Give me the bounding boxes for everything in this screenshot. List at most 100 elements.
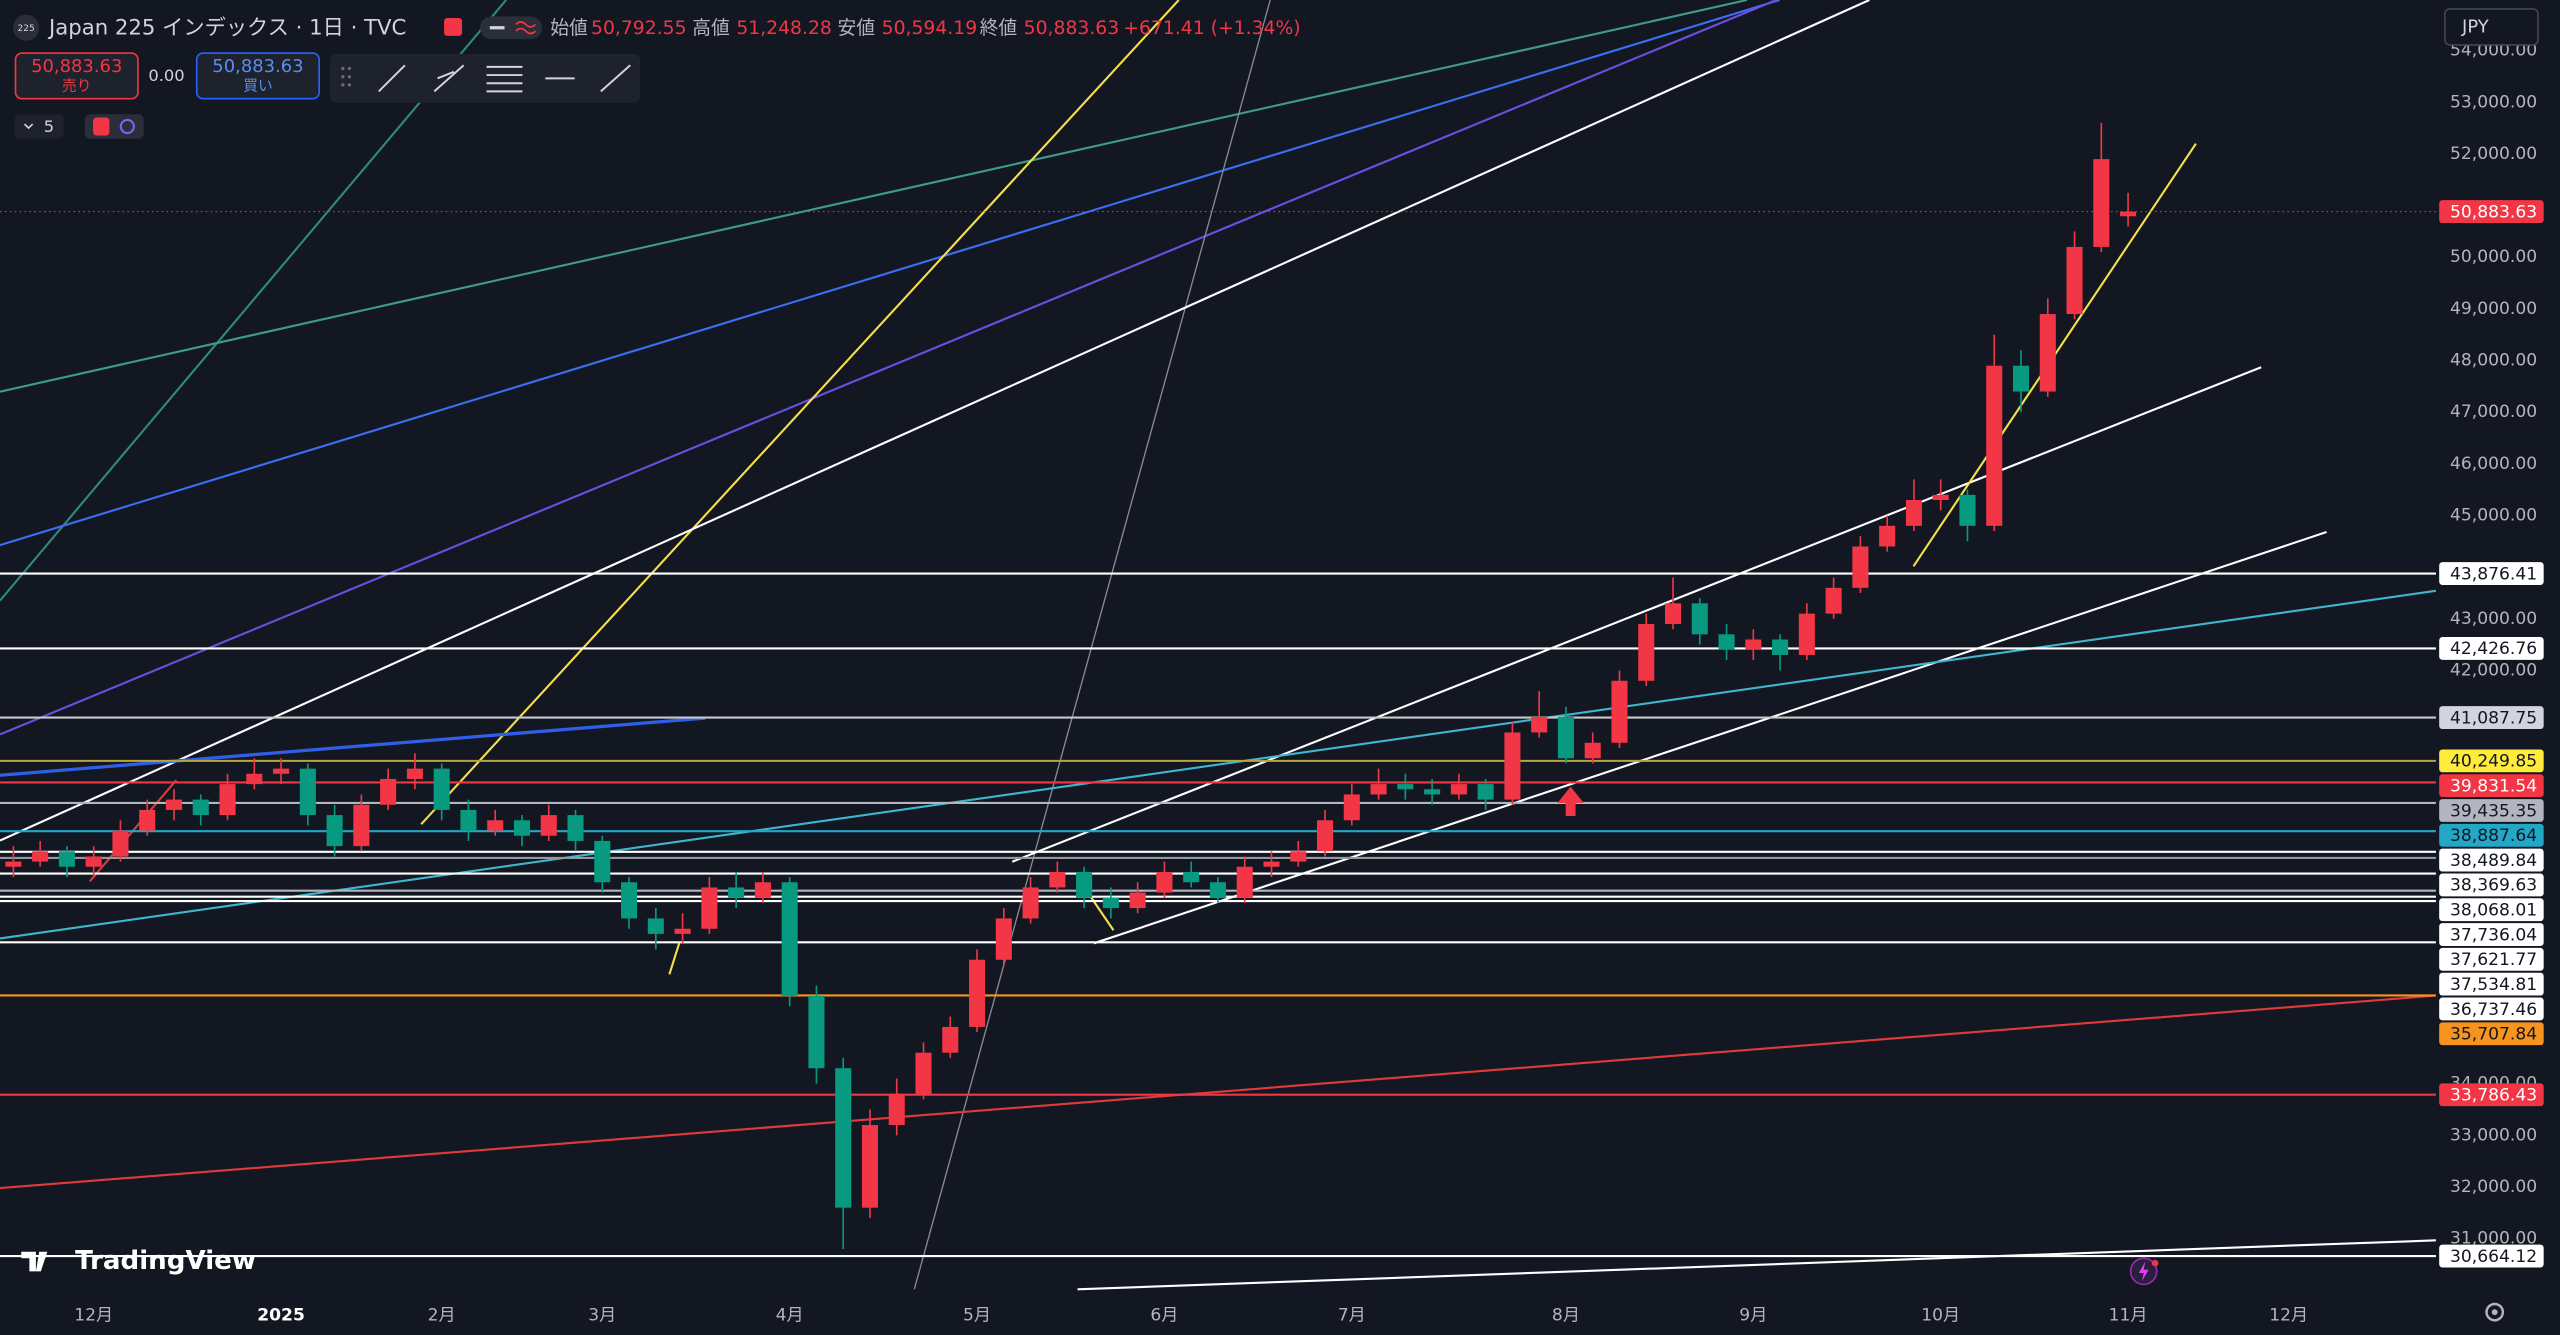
price-label: 39,435.35 xyxy=(2450,801,2537,821)
candle-body xyxy=(1290,851,1307,862)
x-tick-label: 11月 xyxy=(2109,1305,2148,1325)
visibility-toggle[interactable] xyxy=(480,16,543,40)
candle-body xyxy=(1156,871,1173,893)
price-label: 35,707.84 xyxy=(2450,1025,2537,1045)
candles xyxy=(5,122,2137,1250)
buy-label: 買い xyxy=(243,77,272,94)
price-label: 37,534.81 xyxy=(2450,975,2537,995)
price-label: 33,786.43 xyxy=(2450,1086,2537,1106)
price-label: 39,831.54 xyxy=(2450,777,2537,797)
candle-body xyxy=(1718,634,1735,650)
last-price-label: 50,883.63 xyxy=(2450,202,2537,222)
sync-icon xyxy=(119,118,135,135)
price-label-box xyxy=(2439,947,2544,971)
candle-body xyxy=(219,784,236,816)
x-tick-label: 12月 xyxy=(2269,1305,2308,1325)
candle-body xyxy=(246,773,263,785)
currency-button[interactable] xyxy=(2444,8,2539,46)
y-tick-label: 33,000.00 xyxy=(2450,1125,2537,1145)
y-tick-label: 42,000.00 xyxy=(2450,660,2537,680)
candle-body xyxy=(58,851,75,867)
trend-line xyxy=(1011,366,2262,863)
price-label-box xyxy=(2439,972,2544,996)
candle-body xyxy=(647,918,664,934)
candle-body xyxy=(2066,246,2083,315)
candle-body xyxy=(85,856,102,867)
price-label: 42,426.76 xyxy=(2450,639,2537,659)
status-icon[interactable] xyxy=(444,17,463,36)
y-tick-label: 45,000.00 xyxy=(2450,506,2537,526)
events-badge xyxy=(2151,1259,2159,1267)
price-label-box xyxy=(2439,562,2544,585)
x-tick-label: 8月 xyxy=(1552,1305,1580,1325)
candle-body xyxy=(942,1026,959,1053)
x-tick-label: 6月 xyxy=(1150,1305,1178,1325)
y-tick-label: 31,000.00 xyxy=(2450,1229,2537,1249)
price-label: 30,664.12 xyxy=(2450,1247,2537,1267)
price-label-box xyxy=(2439,898,2544,922)
candle-body xyxy=(1183,871,1200,883)
trendline-tool[interactable] xyxy=(378,64,406,93)
y-tick-label: 48,000.00 xyxy=(2450,351,2537,371)
extended-line-tool[interactable] xyxy=(600,64,631,93)
candle-body xyxy=(674,928,691,934)
trend-line xyxy=(0,0,1870,842)
candle-body xyxy=(1745,639,1762,650)
x-tick-label: 3月 xyxy=(588,1305,616,1325)
x-tick-label: 5月 xyxy=(963,1305,991,1325)
brand-logo: TradingView xyxy=(21,1246,256,1276)
candle-body xyxy=(540,815,557,836)
x-tick-label: 4月 xyxy=(776,1305,804,1325)
price-label-box xyxy=(2439,873,2544,897)
symbol-logo-text: 225 xyxy=(18,24,35,34)
candle-body xyxy=(754,882,771,898)
price-label: 38,068.01 xyxy=(2450,901,2537,921)
candle-body xyxy=(888,1094,905,1126)
candle-body xyxy=(861,1125,879,1208)
drag-handle[interactable] xyxy=(341,66,352,87)
candle-body xyxy=(513,820,531,836)
fib-tool[interactable] xyxy=(486,65,523,93)
indicator-count: 5 xyxy=(44,117,54,136)
sell-label: 売り xyxy=(62,77,91,94)
candle-body xyxy=(995,918,1012,960)
candle-body xyxy=(781,882,798,996)
candle-body xyxy=(1584,742,1601,759)
symbol-title[interactable]: Japan 225 インデックス · 1日 · TVC xyxy=(47,16,406,41)
candle-body xyxy=(192,799,209,816)
ohlc-name: 安値 xyxy=(838,17,876,39)
settings-button[interactable] xyxy=(2485,1302,2505,1322)
trend-line xyxy=(0,716,706,777)
candle-body xyxy=(808,995,825,1069)
candle-body xyxy=(406,768,423,779)
ohlc-value: 51,248.28 xyxy=(736,18,832,39)
candle-body xyxy=(1343,794,1360,821)
candle-body xyxy=(1825,587,1842,614)
candle-body xyxy=(273,768,290,774)
indicator-toggle[interactable] xyxy=(14,114,64,139)
price-label: 36,737.46 xyxy=(2450,1000,2537,1020)
candle-body xyxy=(380,778,397,805)
candle-body xyxy=(728,887,745,898)
y-tick-label: 53,000.00 xyxy=(2450,92,2537,112)
trend-line xyxy=(1093,531,2327,945)
buy-button[interactable] xyxy=(195,52,320,100)
time-axis: 12月 2025 2月 3月 4月 5月 6月 7月 8月 9月 10月 11月 12月 xyxy=(74,1305,2308,1325)
x-tick-label: 10月 xyxy=(1921,1305,1960,1325)
events-icon xyxy=(2138,1261,2149,1282)
sell-button[interactable] xyxy=(14,52,139,100)
candle-body xyxy=(1236,866,1253,898)
candle-body xyxy=(1370,784,1387,795)
arrow-marker xyxy=(1557,786,1584,817)
price-label: 38,887.64 xyxy=(2450,826,2537,846)
candle-body xyxy=(299,768,316,816)
ray-tool[interactable] xyxy=(433,64,465,93)
candle-body xyxy=(1772,639,1789,655)
symbol-logo[interactable] xyxy=(13,14,40,41)
y-tick-label: 43,000.00 xyxy=(2450,609,2537,629)
trend-line xyxy=(0,994,2437,1190)
y-tick-label: 32,000.00 xyxy=(2450,1177,2537,1197)
toggle-icon xyxy=(515,21,537,35)
